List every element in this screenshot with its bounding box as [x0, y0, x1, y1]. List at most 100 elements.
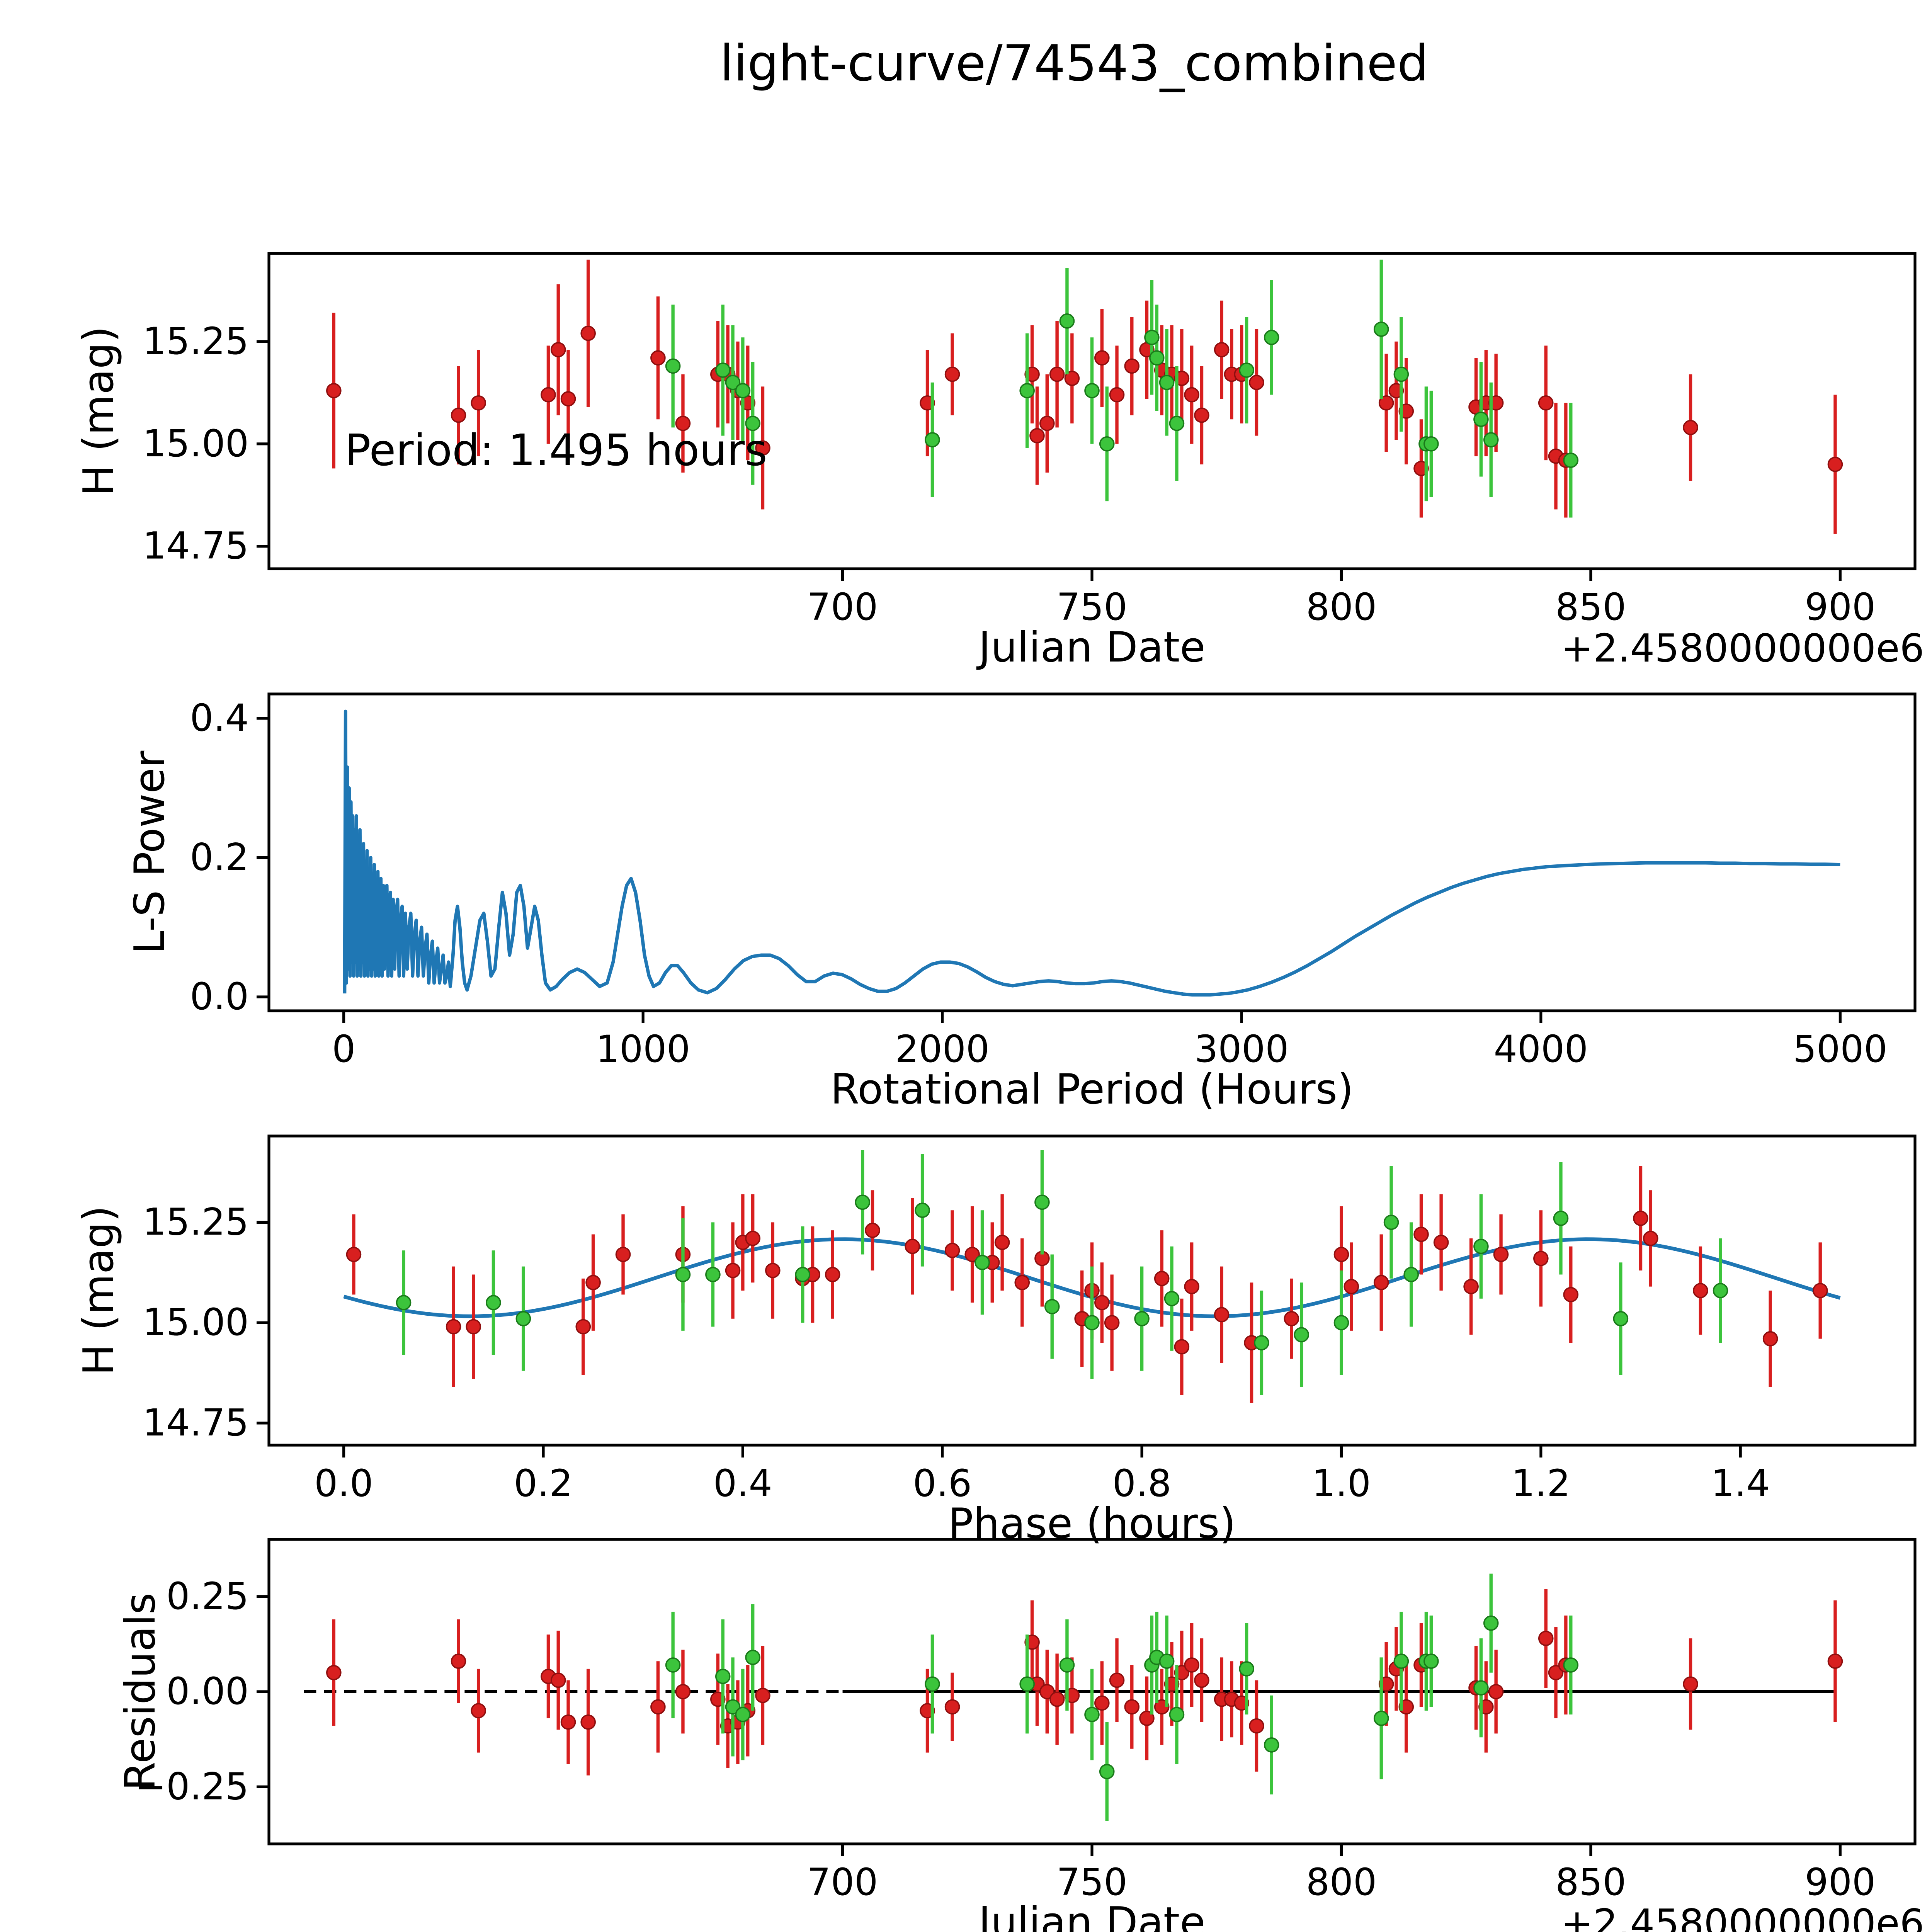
green-data-point [675, 1267, 691, 1282]
red-data-point [650, 350, 666, 366]
periodogram-panel: 0 1000 2000 3000 4000 5000 0.0 0.2 0.4 Rotational… [126, 692, 1917, 1114]
y-axis-label: H (mag) [75, 326, 123, 496]
red-data-point [466, 1319, 481, 1335]
red-data-point [1333, 1247, 1349, 1262]
residuals-panel: 700 750 800 850 900 −0.25 0.00 0.25 Julian Date R… [116, 1538, 1924, 1932]
red-data-point [944, 1243, 960, 1258]
red-data-point [1373, 1275, 1389, 1291]
red-data-point [326, 383, 342, 398]
y-tick-label: 0.0 [190, 975, 249, 1018]
red-data-point [994, 1235, 1010, 1250]
figure-title: light-curve/74543_combined [720, 35, 1429, 92]
red-data-point [1463, 1279, 1479, 1294]
green-data-point [1473, 412, 1489, 427]
red-data-point [1109, 387, 1125, 403]
red-data-point [1683, 420, 1698, 435]
x-tick-label: 0.0 [314, 1462, 373, 1505]
red-data-point [560, 1714, 576, 1730]
red-data-point [1633, 1211, 1648, 1226]
red-data-point [1014, 1275, 1030, 1291]
red-data-point [1538, 395, 1554, 411]
green-data-point [665, 1657, 681, 1673]
x-tick-label: 800 [1306, 1861, 1377, 1904]
y-tick-label: 15.25 [143, 320, 249, 363]
red-data-point [1184, 1279, 1199, 1294]
green-data-point [1034, 1194, 1050, 1210]
red-data-point [1433, 1235, 1449, 1250]
green-data-point [1254, 1335, 1269, 1350]
lightcurve-panel: 700 750 800 850 900 14.75 15.00 15.25 Julian Dat… [75, 252, 1924, 672]
x-tick-label: 0.6 [913, 1462, 972, 1505]
green-data-point [1239, 1661, 1254, 1677]
x-tick-label: 1.0 [1312, 1462, 1371, 1505]
red-data-point [1094, 1695, 1110, 1711]
x-tick-label: 850 [1555, 1861, 1626, 1904]
green-data-point [795, 1267, 811, 1282]
red-data-point [964, 1247, 980, 1262]
x-tick-label: 1.2 [1511, 1462, 1570, 1505]
red-data-point [575, 1319, 591, 1335]
green-data-point [925, 1676, 940, 1692]
green-data-point [975, 1255, 990, 1270]
x-tick-label: 5000 [1793, 1027, 1887, 1071]
red-data-point [580, 325, 596, 341]
red-data-point [541, 387, 556, 403]
x-tick-label: 0 [332, 1027, 355, 1071]
red-data-point [1104, 1315, 1120, 1330]
x-tick-label: 700 [807, 585, 878, 629]
x-tick-label: 0.2 [514, 1462, 573, 1505]
green-data-point [735, 383, 751, 398]
green-data-point [1149, 350, 1165, 366]
red-data-point [675, 1684, 691, 1699]
green-data-point [1019, 383, 1035, 398]
x-tick-label: 3000 [1194, 1027, 1289, 1071]
red-data-point [471, 1703, 486, 1719]
periodogram-panel-data-layer [343, 709, 1840, 997]
x-tick-label: 2000 [895, 1027, 990, 1071]
x-tick-label: 900 [1805, 585, 1876, 629]
y-tick-label: 14.75 [143, 524, 249, 568]
red-data-point [1194, 1672, 1209, 1688]
x-axis-offset-label: +2.4580000000e6 [1561, 626, 1924, 671]
green-data-point [1423, 436, 1439, 452]
y-tick-label: 14.75 [143, 1401, 249, 1444]
red-data-point [1249, 1718, 1264, 1734]
green-data-point [486, 1295, 501, 1310]
red-data-point [1124, 358, 1140, 374]
green-data-point [1099, 436, 1115, 452]
x-tick-label: 850 [1555, 585, 1626, 629]
x-tick-label: 1.4 [1711, 1462, 1770, 1505]
red-data-point [451, 1653, 466, 1669]
green-data-point [1333, 1315, 1349, 1330]
green-data-point [1264, 330, 1279, 345]
y-tick-label: 0.00 [166, 1670, 249, 1713]
red-data-point [905, 1238, 920, 1254]
red-data-point [1683, 1676, 1698, 1692]
red-data-point [1139, 1711, 1155, 1726]
red-data-point [1538, 1631, 1554, 1646]
red-data-point [1533, 1251, 1549, 1266]
red-data-point [1049, 366, 1065, 382]
green-data-point [1059, 313, 1075, 329]
red-data-point [755, 1688, 770, 1703]
red-data-point [446, 1319, 461, 1335]
red-data-point [471, 395, 486, 411]
x-axis-label: Julian Date [976, 1898, 1205, 1932]
red-data-point [1344, 1279, 1359, 1294]
y-tick-label: 0.4 [190, 696, 249, 740]
green-data-point [715, 362, 731, 378]
y-tick-label: 0.2 [190, 836, 249, 879]
red-data-point [765, 1263, 781, 1278]
green-data-point [1483, 432, 1499, 447]
green-data-point [396, 1295, 412, 1310]
red-data-point [1413, 1226, 1429, 1242]
green-data-point [1144, 330, 1160, 345]
green-data-point [1563, 452, 1579, 468]
red-data-point [1194, 407, 1209, 423]
red-data-point [650, 1699, 666, 1715]
x-tick-label: 4000 [1494, 1027, 1588, 1071]
x-tick-label: 0.4 [713, 1462, 772, 1505]
x-axis-label: Rotational Period (Hours) [830, 1065, 1354, 1114]
red-data-point [1029, 428, 1045, 444]
